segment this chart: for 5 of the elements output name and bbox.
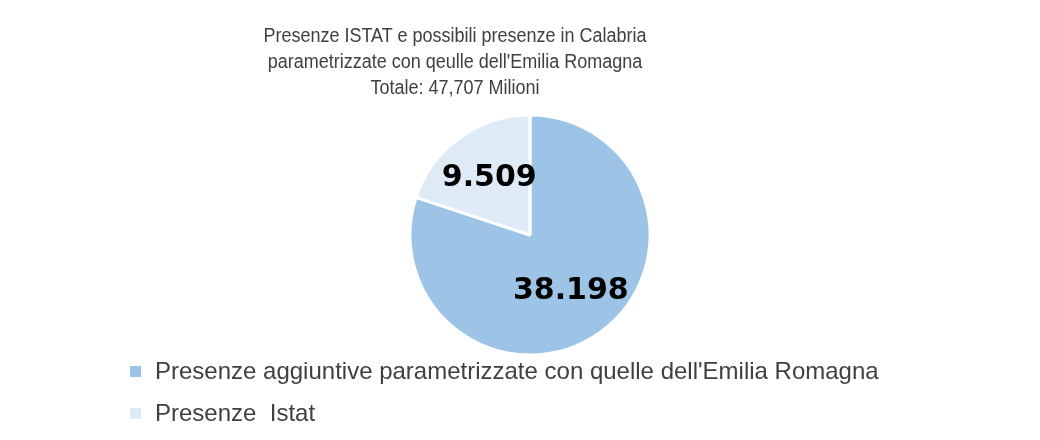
chart-title: Presenze ISTAT e possibili presenze in Calabria parametrizzate con qeulle dell'Emilia Romagna Totale: 47,707 Milioni — [262, 23, 648, 100]
legend-label: Presenze aggiuntive parametrizzate con quelle dell'Emilia Romagna — [155, 357, 879, 385]
legend-label: Presenze Istat — [155, 399, 316, 427]
data-label: 38.198 — [512, 271, 629, 307]
data-label: 9.509 — [441, 158, 537, 194]
